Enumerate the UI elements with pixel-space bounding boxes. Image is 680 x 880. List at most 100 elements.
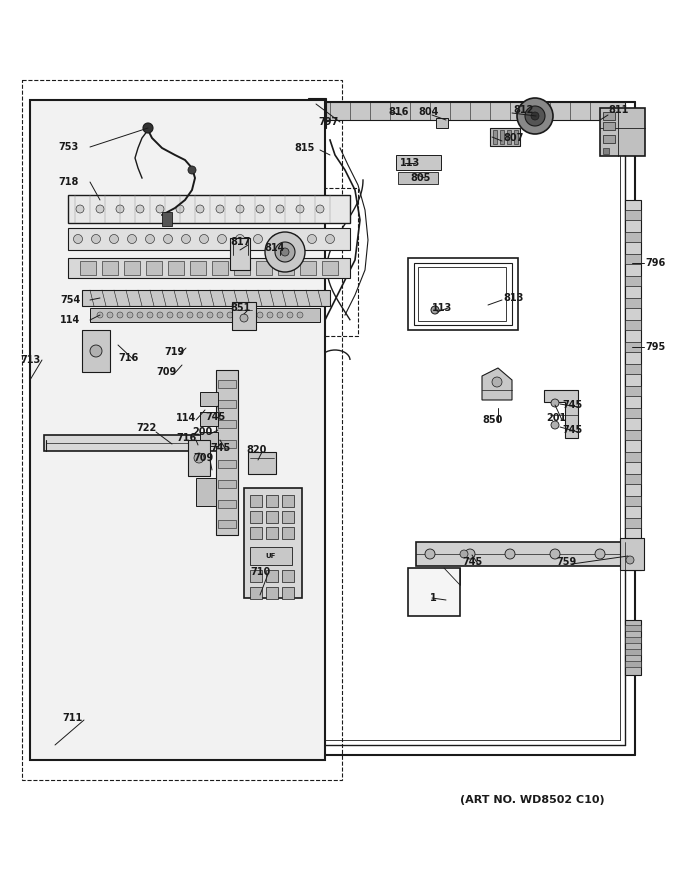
Bar [216,370,238,535]
Text: 719: 719 [164,347,184,357]
Circle shape [167,312,173,318]
Circle shape [92,234,101,244]
Text: 201: 201 [546,413,566,423]
Text: 805: 805 [410,173,430,183]
Bar [218,460,236,468]
Circle shape [76,205,84,213]
Circle shape [177,312,183,318]
Bar [300,261,316,275]
Bar [266,527,278,539]
Bar [162,212,172,226]
Circle shape [143,123,153,133]
Circle shape [194,453,204,463]
Text: 804: 804 [418,107,439,117]
Circle shape [276,205,284,213]
Bar [256,261,272,275]
Text: UF: UF [266,553,276,559]
Bar [124,261,140,275]
Circle shape [431,306,439,314]
Circle shape [127,312,133,318]
Text: (ART NO. WD8502 C10): (ART NO. WD8502 C10) [460,795,605,805]
Circle shape [240,314,248,322]
Circle shape [247,312,253,318]
Text: 200: 200 [192,427,212,437]
Bar [625,298,641,308]
Bar [218,500,236,508]
Text: 795: 795 [645,342,665,352]
Circle shape [227,312,233,318]
Bar [625,232,641,242]
Circle shape [163,234,173,244]
Bar [625,364,641,374]
Circle shape [109,234,118,244]
Circle shape [107,312,113,318]
Bar [200,412,218,426]
Bar [625,496,641,506]
Circle shape [465,549,475,559]
Bar [44,435,236,451]
Circle shape [254,234,262,244]
Circle shape [290,234,299,244]
Polygon shape [444,568,460,585]
Bar [282,511,294,523]
Text: 114: 114 [176,413,197,423]
Circle shape [271,234,280,244]
Circle shape [277,312,283,318]
Circle shape [281,248,289,256]
Bar [322,261,338,275]
Text: 817: 817 [230,237,250,247]
Text: 759: 759 [556,557,576,567]
Text: 814: 814 [264,243,284,253]
Circle shape [307,234,316,244]
Bar [625,408,641,418]
Bar [266,587,278,599]
Bar [250,527,262,539]
Circle shape [236,205,244,213]
Text: 813: 813 [503,293,524,303]
Bar [232,302,256,330]
Circle shape [265,232,305,272]
Bar [625,649,641,655]
Circle shape [117,312,123,318]
Circle shape [156,205,164,213]
Bar [58,188,358,336]
Circle shape [551,399,559,407]
Bar [625,625,641,631]
Circle shape [550,549,560,559]
Bar [218,440,236,448]
Bar [250,511,262,523]
Bar [30,100,325,760]
Text: 722: 722 [136,423,156,433]
Bar [436,118,448,128]
Bar [408,258,518,330]
Circle shape [137,312,143,318]
Circle shape [73,234,82,244]
Text: 1: 1 [430,593,437,603]
Circle shape [460,550,468,558]
Circle shape [182,234,190,244]
Bar [266,511,278,523]
Circle shape [96,205,104,213]
Circle shape [97,312,103,318]
Bar [90,308,320,322]
Bar [48,115,303,740]
Bar [414,263,512,325]
Circle shape [207,312,213,318]
Bar [102,261,118,275]
Circle shape [267,312,273,318]
Bar [625,637,641,643]
Bar [282,527,294,539]
Bar [200,392,218,406]
Bar [625,254,641,264]
Bar [244,488,302,598]
Circle shape [626,556,634,564]
Circle shape [237,312,243,318]
Bar [625,620,641,675]
Circle shape [116,205,124,213]
Text: 753: 753 [58,142,78,152]
Text: 713: 713 [20,355,40,365]
Bar [620,538,644,570]
Bar [493,130,497,144]
Bar [82,330,110,372]
Text: 710: 710 [250,567,270,577]
